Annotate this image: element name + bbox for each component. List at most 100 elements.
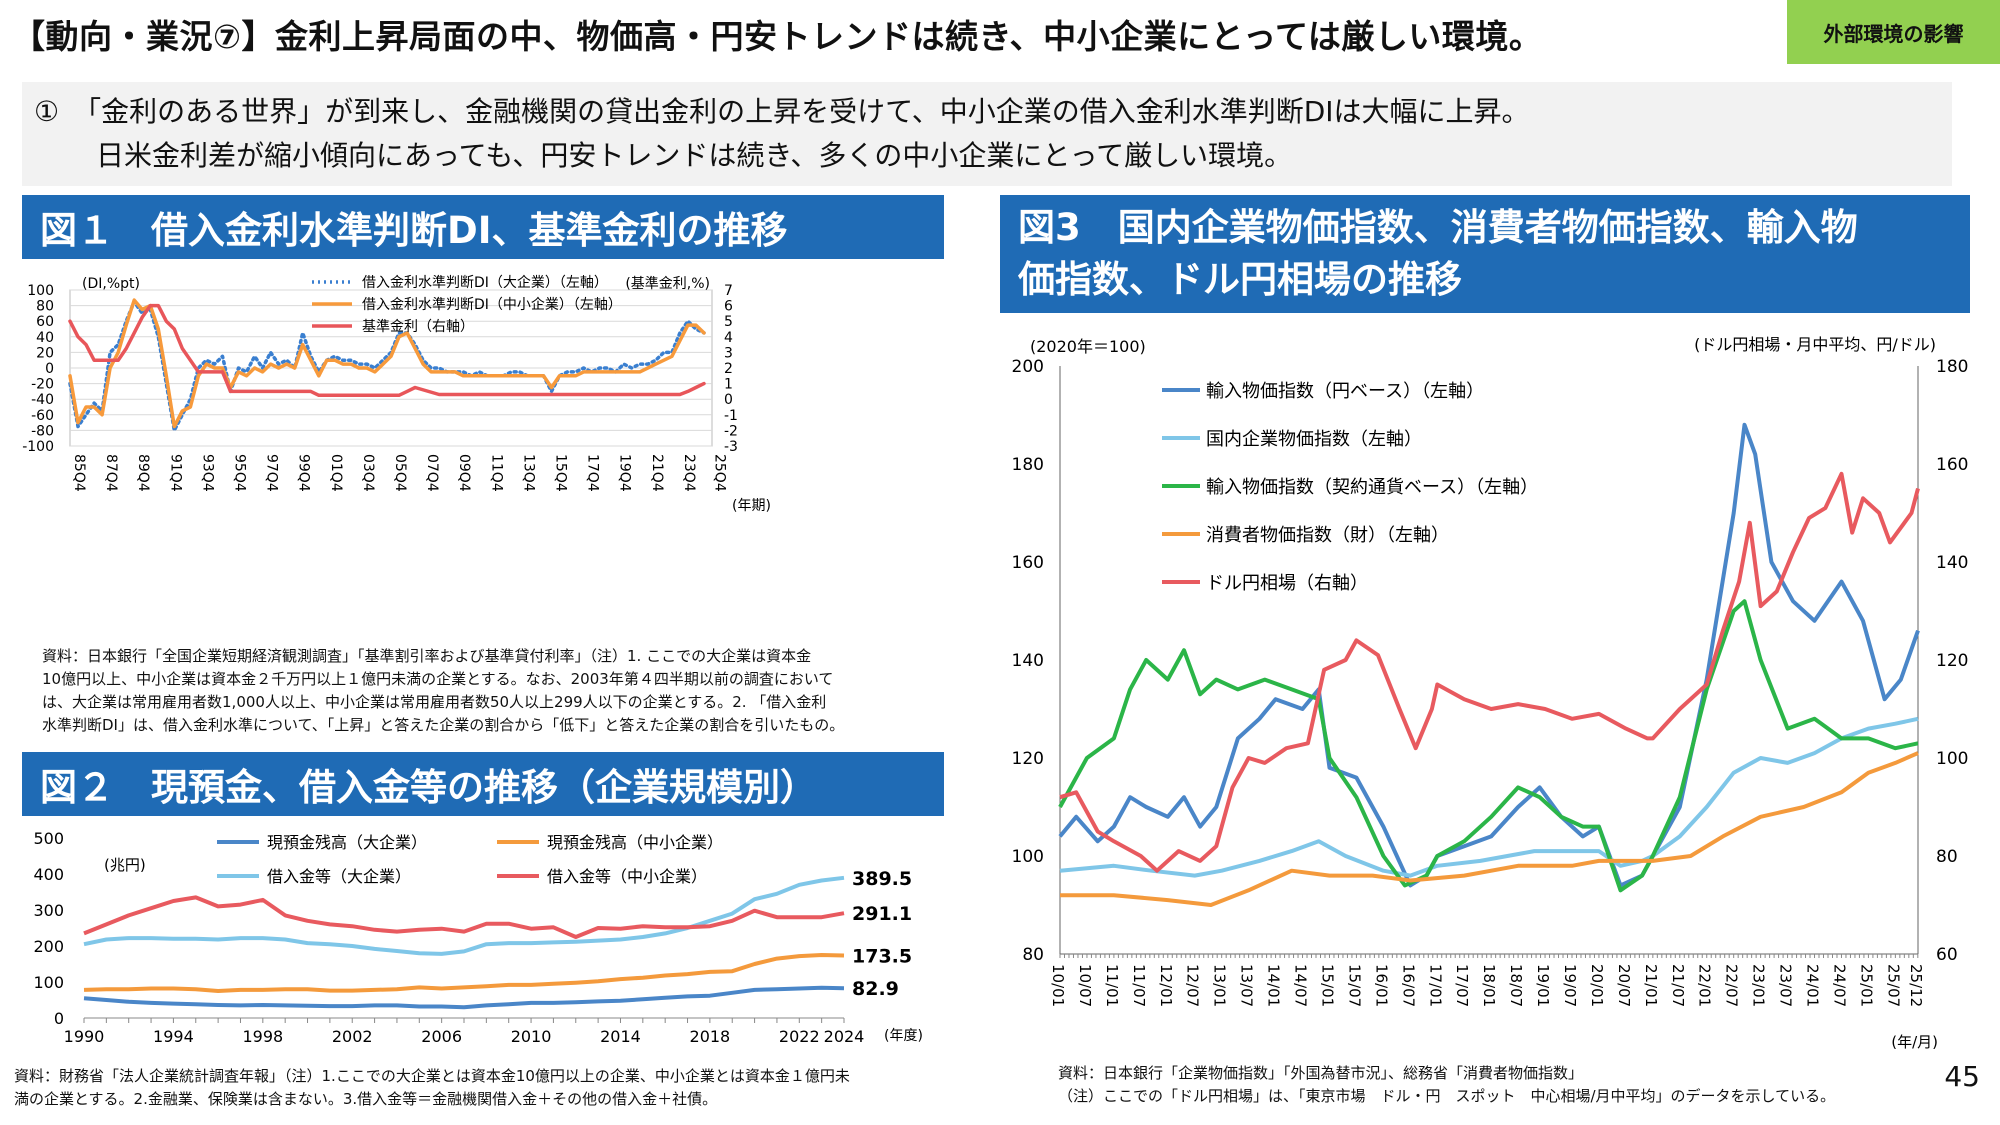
fig2-x-tick: 2010	[511, 1027, 552, 1046]
fig1-x-tick: 11Q4	[488, 454, 504, 492]
fig3-x-tick: 24/01	[1804, 964, 1822, 1007]
fig2-legend-label: 現預金残高（中小企業）	[547, 833, 723, 852]
fig1-y-tick-right: 3	[724, 345, 733, 361]
fig1-y-tick-left: 60	[36, 314, 54, 330]
fig3-x-tick: 25/01	[1857, 964, 1875, 1007]
fig3-x-tick: 18/01	[1480, 964, 1498, 1007]
fig3-x-tick: 16/01	[1372, 964, 1390, 1007]
fig3-x-tick: 14/07	[1292, 964, 1310, 1007]
fig1-x-tick: 25Q4	[711, 454, 727, 492]
fig3-x-tick: 15/01	[1318, 964, 1336, 1007]
fig1-legend-label: 借入金利水準判断DI（中小企業）（左軸）	[362, 296, 622, 313]
fig1-x-tick: 19Q4	[617, 454, 633, 492]
fig1-y-tick-right: -1	[724, 408, 738, 424]
fig1-y-tick-right: 5	[724, 314, 733, 330]
fig1-note: 資料：日本銀行「全国企業短期経済観測調査」「基準割引率および基準貸付利率」（注）…	[42, 645, 844, 737]
fig3-unit-right: (ドル円相場・月中平均、円/ドル)	[1694, 335, 1936, 354]
fig2-y-tick: 500	[33, 829, 64, 848]
fig1-x-tick: 13Q4	[520, 454, 536, 492]
fig1-y-tick-right: -3	[724, 439, 738, 455]
summary-line-2: 日米金利差が縮小傾向にあっても、円安トレンドは続き、多くの中小企業にとって厳しい…	[96, 139, 1293, 172]
fig1-y-tick-right: 1	[724, 377, 733, 393]
fig2-x-tick: 1998	[242, 1027, 283, 1046]
fig1-legend-label: 基準金利（右軸）	[362, 318, 474, 335]
fig3-y-tick-left: 140	[1012, 651, 1044, 671]
fig1-x-tick: 97Q4	[264, 454, 280, 492]
fig3-x-tick: 10/01	[1049, 964, 1067, 1007]
fig3-x-tick: 19/07	[1561, 964, 1579, 1007]
fig3-y-tick-left: 80	[1022, 945, 1044, 965]
fig1-x-tick: 95Q4	[232, 454, 248, 492]
fig1-x-tick: 89Q4	[135, 454, 151, 492]
fig3-x-tick: 19/01	[1534, 964, 1552, 1007]
fig2-end-label: 291.1	[852, 903, 912, 925]
fig2-x-tick: 2022	[779, 1027, 820, 1046]
fig3-legend-label: 輸入物価指数（契約通貨ベース）（左軸）	[1206, 477, 1538, 498]
fig2-heading: 図２ 現預金、借入金等の推移（企業規模別）	[22, 752, 944, 816]
fig3-unit-left: (2020年＝100)	[1030, 337, 1146, 356]
fig3-y-tick-right: 100	[1936, 749, 1968, 769]
fig1-x-tick: 93Q4	[199, 454, 215, 492]
fig3-y-tick-right: 140	[1936, 553, 1968, 573]
fig1-note-line: 10億円以上、中小企業は資本金２千万円以上１億円未満の企業とする。なお、2003…	[42, 670, 834, 688]
fig1-y-tick-left: 80	[36, 299, 54, 315]
fig3-series-line	[1059, 716, 1919, 878]
fig3-x-tick: 20/01	[1588, 964, 1606, 1007]
fig3-x-tick: 17/01	[1426, 964, 1444, 1007]
fig2-end-label: 82.9	[852, 978, 899, 1000]
fig2-end-label: 173.5	[852, 946, 912, 968]
summary-box: ① 「金利のある世界」が到来し、金融機関の貸出金利の上昇を受けて、中小企業の借入…	[22, 82, 1952, 186]
fig1-x-tick: 17Q4	[585, 454, 601, 492]
fig1-unit-left: (DI,%pt)	[82, 276, 140, 292]
fig2-chart: 500 400 300 200 100 0 (兆円) 1990 1994 1998 2002 2006…	[33, 829, 923, 1046]
fig3-y-tick-left: 180	[1012, 455, 1044, 475]
fig1-y-tick-right: 4	[724, 330, 733, 346]
fig2-x-tick: 2002	[332, 1027, 373, 1046]
fig2-x-tick: 1994	[153, 1027, 194, 1046]
fig1-unit-right: (基準金利,%)	[625, 275, 710, 292]
fig2-x-tick: 2018	[690, 1027, 731, 1046]
fig1-y-tick-right: 2	[724, 361, 733, 377]
fig1-series-line	[68, 299, 706, 433]
fig1-x-tick: 21Q4	[649, 454, 665, 492]
fig3-series-line	[1060, 751, 1919, 907]
fig2-y-tick: 200	[33, 937, 64, 956]
fig1-x-tick: 87Q4	[103, 454, 119, 492]
fig3-legend-label: ドル円相場（右軸）	[1206, 573, 1368, 594]
page-title: 【動向・業況⑦】金利上昇局面の中、物価高・円安トレンドは続き、中小企業にとっては…	[12, 17, 1543, 56]
fig3-y-tick-right: 120	[1936, 651, 1968, 671]
fig3-x-tick: 23/07	[1777, 964, 1795, 1007]
fig2-x-tick: 2006	[421, 1027, 462, 1046]
fig1-x-tick: 01Q4	[328, 454, 344, 492]
fig3-x-tick: 13/01	[1211, 964, 1229, 1007]
fig3-y-tick-left: 160	[1012, 553, 1044, 573]
category-tag: 外部環境の影響	[1787, 0, 2000, 64]
fig3-x-tick: 20/07	[1615, 964, 1633, 1007]
fig3-note-line: （注）ここでの「ドル円相場」は、「東京市場 ドル・円 スポット 中心相場/月中平…	[1058, 1087, 1836, 1105]
fig1-unit-x: (年期)	[732, 498, 771, 514]
fig1-x-tick: 03Q4	[360, 454, 376, 492]
fig2-note-line: 満の企業とする。2.金融業、保険業は含まない。3.借入金等＝金融機関借入金＋その…	[14, 1090, 718, 1108]
fig1-y-tick-left: -100	[22, 439, 54, 455]
fig3-x-tick: 24/07	[1830, 964, 1848, 1007]
fig3-x-tick: 21/07	[1669, 964, 1687, 1007]
fig3-x-tick: 22/07	[1723, 964, 1741, 1007]
fig2-y-tick: 100	[33, 973, 64, 992]
fig1-x-tick: 05Q4	[392, 454, 408, 492]
fig2-unit-x: (年度)	[884, 1028, 923, 1044]
fig2-series-line	[83, 895, 845, 939]
fig3-y-tick-right: 80	[1936, 847, 1958, 867]
fig2-note-line: 資料：財務省「法人企業統計調査年報」（注）1.ここでの大企業とは資本金10億円以…	[14, 1067, 850, 1085]
fig1-y-tick-right: 0	[724, 392, 733, 408]
fig3-x-tick: 10/07	[1076, 964, 1094, 1007]
fig1-y-tick-left: 40	[36, 330, 54, 346]
fig1-heading: 図１ 借入金利水準判断DI、基準金利の推移	[22, 195, 944, 259]
fig1-x-tick: 91Q4	[167, 454, 183, 492]
fig2-legend-label: 借入金等（中小企業）	[547, 867, 707, 886]
fig1-x-tick: 99Q4	[296, 454, 312, 492]
fig1-x-tick: 23Q4	[681, 454, 697, 492]
fig3-y-tick-left: 200	[1012, 357, 1044, 377]
fig3-chart: 200 180 160 140 120 100 80 180 160 140 120 100 80 60 (…	[1012, 335, 1969, 1051]
fig1-y-tick-left: -60	[31, 408, 54, 424]
fig2-x-tick: 2014	[600, 1027, 641, 1046]
